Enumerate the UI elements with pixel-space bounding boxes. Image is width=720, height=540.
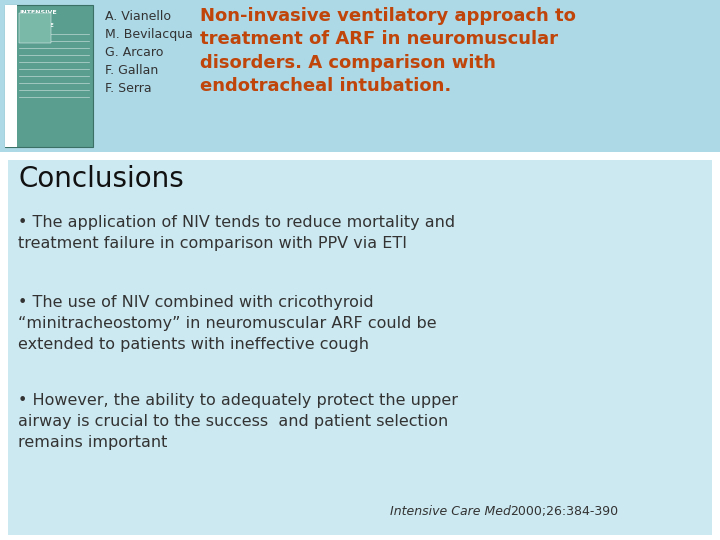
Text: Conclusions: Conclusions bbox=[18, 165, 184, 193]
FancyBboxPatch shape bbox=[5, 5, 93, 147]
Text: Non-invasive ventilatory approach to
treatment of ARF in neuromuscular
disorders: Non-invasive ventilatory approach to tre… bbox=[200, 7, 576, 95]
Text: G. Arcaro: G. Arcaro bbox=[105, 46, 163, 59]
FancyBboxPatch shape bbox=[0, 0, 720, 152]
Text: • The use of NIV combined with cricothyroid
“minitracheostomy” in neuromuscular : • The use of NIV combined with cricothyr… bbox=[18, 295, 436, 352]
Text: 2000;26:384-390: 2000;26:384-390 bbox=[510, 505, 618, 518]
FancyBboxPatch shape bbox=[19, 13, 51, 43]
Text: • However, the ability to adequately protect the upper
airway is crucial to the : • However, the ability to adequately pro… bbox=[18, 393, 458, 450]
FancyBboxPatch shape bbox=[5, 5, 17, 147]
Text: F. Serra: F. Serra bbox=[105, 82, 152, 95]
Text: A. Vianello: A. Vianello bbox=[105, 10, 171, 23]
Text: INTENSIVE
CARE
MEDICINE: INTENSIVE CARE MEDICINE bbox=[19, 10, 57, 28]
Text: F. Gallan: F. Gallan bbox=[105, 64, 158, 77]
Text: • The application of NIV tends to reduce mortality and
treatment failure in comp: • The application of NIV tends to reduce… bbox=[18, 215, 455, 251]
Text: Intensive Care Med: Intensive Care Med bbox=[390, 505, 511, 518]
FancyBboxPatch shape bbox=[8, 160, 712, 535]
Text: M. Bevilacqua: M. Bevilacqua bbox=[105, 28, 193, 41]
